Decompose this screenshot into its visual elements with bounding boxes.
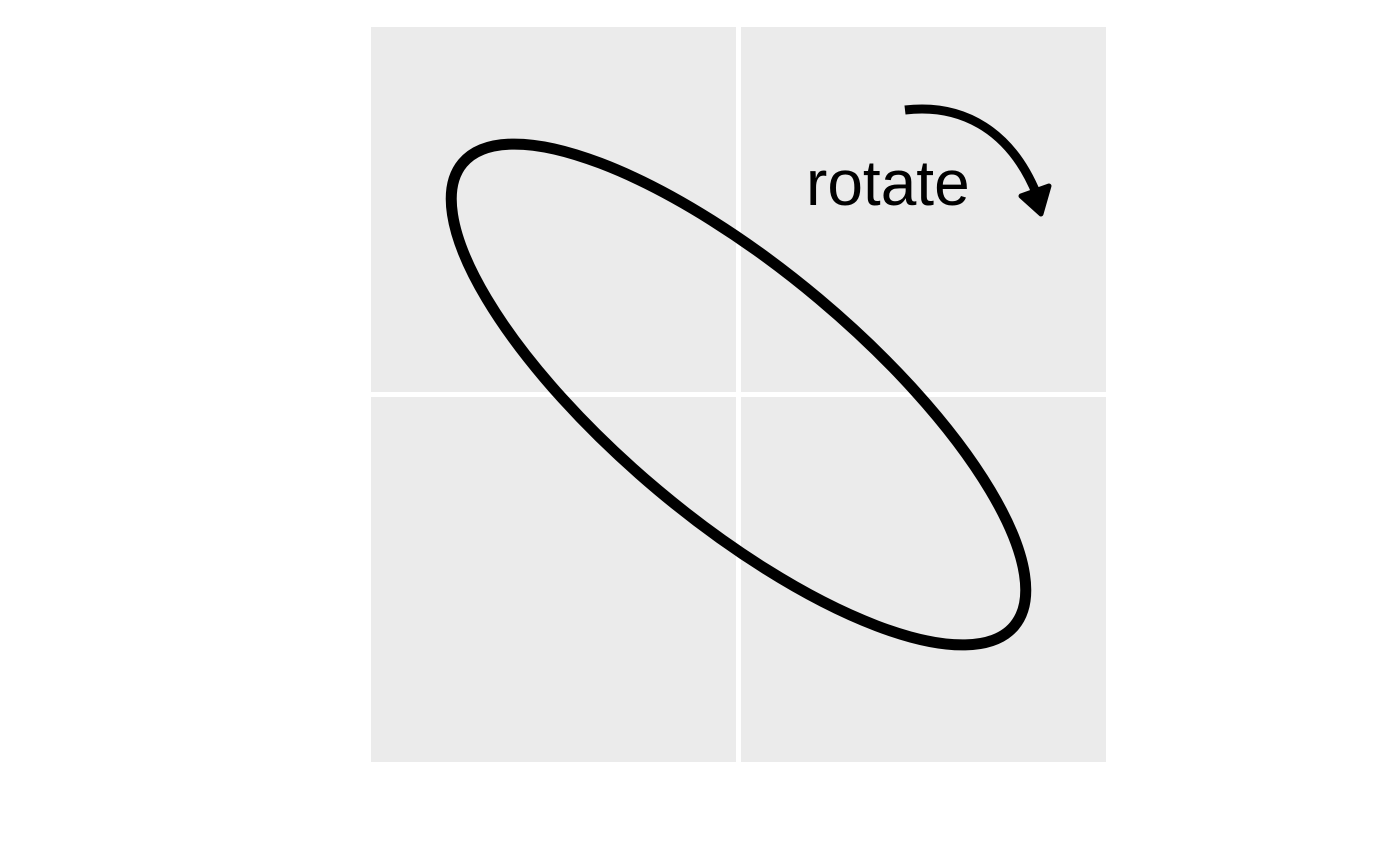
rotated-ellipse [445,138,1032,651]
arrow-head [1018,183,1052,217]
clockwise-arrow-icon [904,104,1052,217]
rotate-label: rotate [806,147,970,219]
arrow-arc [904,104,1042,197]
